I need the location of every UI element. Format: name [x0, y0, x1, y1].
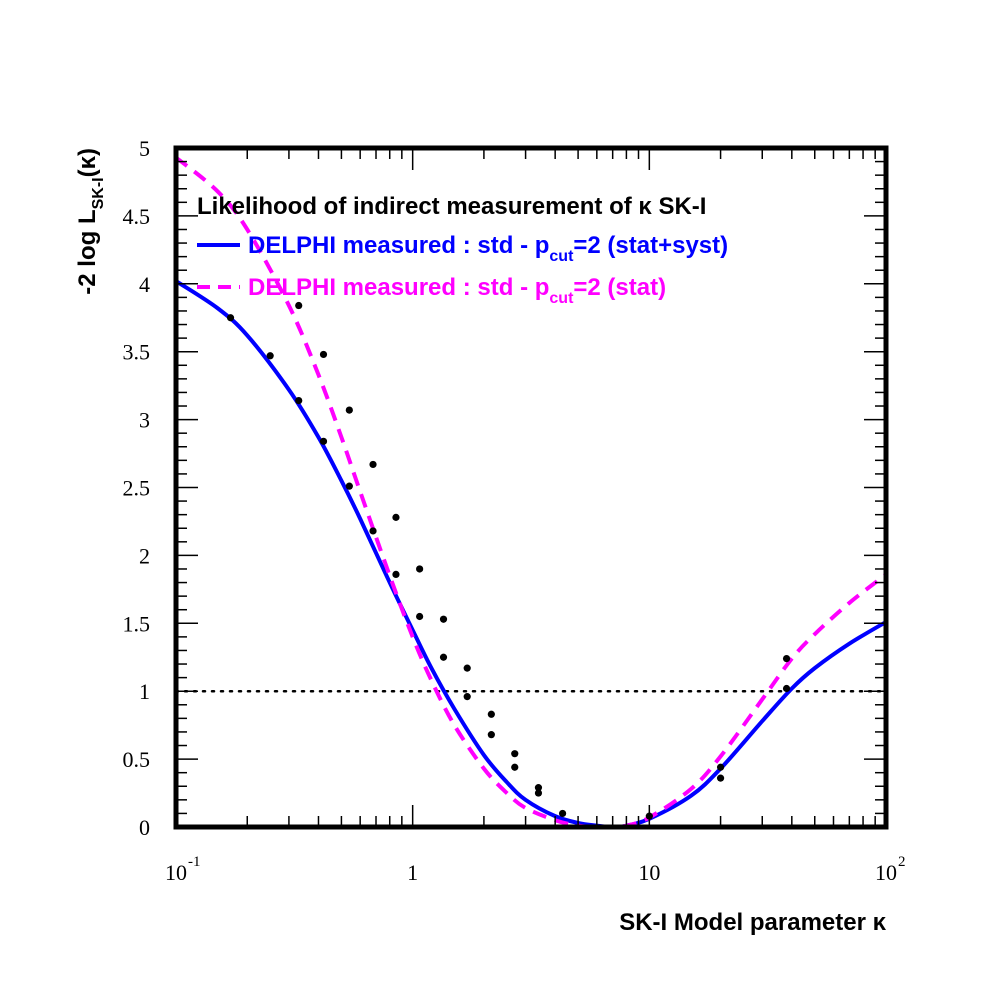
y-tick-label: 2.5 [123, 476, 151, 501]
x-axis-title: SK-I Model parameter κ [619, 909, 886, 936]
y-tick-labels: 0 0.5 1 1.5 2 2.5 3 3.5 4 4.5 5 [123, 136, 151, 840]
y-tick-label: 3 [139, 408, 150, 433]
legend-label-syst: DELPHI measured : std - pcut=2 (stat+sys… [248, 232, 728, 265]
y-tick-label: 0.5 [123, 747, 151, 772]
x-tick-label-exponent: 2 [898, 854, 906, 870]
y-axis-title-main: -2 log L [74, 209, 101, 294]
marker-point-16 [345, 406, 353, 414]
marker-point-13 [558, 809, 567, 818]
marker-point-12 [534, 789, 543, 797]
marker-point-1 [266, 352, 274, 360]
marker-point-9 [463, 693, 471, 701]
y-axis-title-suffix: (κ) [74, 148, 101, 177]
marker-point-6 [392, 570, 400, 579]
y-tick-label: 0 [139, 815, 150, 840]
marker-point-7 [416, 612, 424, 621]
marker-point-28 [782, 684, 791, 693]
marker-layer [226, 301, 791, 820]
marker-point-3 [319, 437, 328, 445]
marker-point-26 [716, 774, 725, 782]
marker-point-11 [511, 763, 519, 771]
marker-point-17 [369, 460, 377, 469]
x-tick-labels: 10 -1 1 10 10 2 [165, 854, 906, 885]
marker-point-20 [439, 615, 448, 623]
marker-point-18 [392, 513, 400, 521]
legend: Likelihood of indirect measurement of κ … [197, 193, 728, 307]
legend-label-stat: DELPHI measured : std - pcut=2 (stat) [248, 274, 666, 307]
x-tick-label: 1 [407, 860, 418, 885]
marker-point-2 [295, 396, 303, 405]
x-tick-label-exponent: -1 [188, 854, 201, 870]
y-axis-title-sub: SK-I [90, 177, 107, 209]
marker-point-10 [487, 731, 495, 739]
marker-point-5 [369, 527, 377, 535]
y-tick-label: 1 [139, 679, 150, 704]
marker-point-8 [439, 653, 448, 661]
chart-title: Likelihood of indirect measurement of κ … [197, 193, 706, 220]
tick-layer [175, 147, 886, 828]
marker-point-22 [487, 710, 495, 718]
y-tick-label: 4.5 [123, 204, 151, 229]
marker-point-0 [226, 314, 235, 322]
series-line-0 [176, 279, 886, 827]
marker-point-27 [716, 763, 725, 771]
y-tick-label: 3.5 [123, 340, 151, 365]
marker-point-24 [534, 784, 543, 792]
series-line-1 [176, 155, 886, 827]
y-tick-label: 2 [139, 543, 150, 568]
y-axis-title: -2 log LSK-I(κ) [74, 148, 107, 295]
marker-point-29 [782, 655, 791, 663]
y-tick-label: 5 [139, 136, 150, 161]
x-tick-label: 10 [638, 860, 660, 885]
y-tick-label: 4 [139, 272, 150, 297]
x-tick-label: 10 [875, 860, 897, 885]
marker-point-4 [345, 482, 353, 490]
marker-point-14 [295, 301, 303, 310]
marker-point-19 [416, 565, 424, 573]
x-tick-label: 10 [165, 860, 187, 885]
marker-point-23 [511, 750, 519, 758]
series-layer [176, 155, 886, 827]
marker-point-15 [319, 350, 328, 359]
y-tick-label: 1.5 [123, 611, 151, 636]
marker-point-21 [463, 664, 471, 672]
